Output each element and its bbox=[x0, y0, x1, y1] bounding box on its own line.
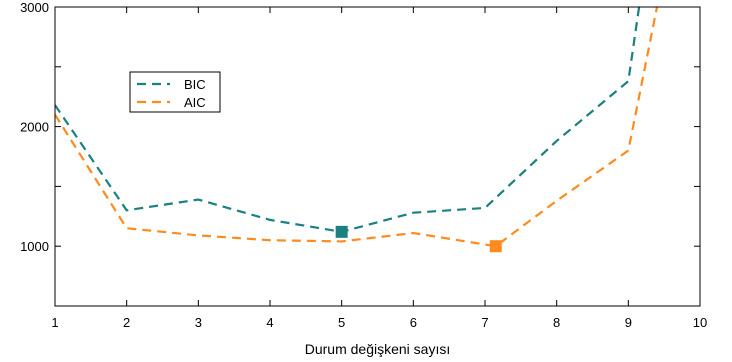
series-line-aic bbox=[55, 7, 659, 248]
series-lines bbox=[55, 7, 659, 253]
legend: BIC AIC bbox=[129, 71, 221, 113]
x-tick-label: 5 bbox=[338, 315, 345, 330]
y-tick-label: 1000 bbox=[20, 239, 49, 254]
plot-frame bbox=[54, 6, 701, 307]
x-tick-label: 10 bbox=[693, 315, 707, 330]
legend-label-aic: AIC bbox=[184, 95, 206, 110]
tick-marks bbox=[54, 6, 701, 307]
legend-label-bic: BIC bbox=[184, 77, 206, 92]
x-tick-label: 2 bbox=[123, 315, 130, 330]
x-tick-label: 1 bbox=[51, 315, 58, 330]
y-tick-label: 2000 bbox=[20, 120, 49, 135]
y-tick-labels: 1000 2000 3000 bbox=[20, 0, 49, 254]
optimum-marker-aic bbox=[489, 240, 502, 253]
x-tick-label: 9 bbox=[625, 315, 632, 330]
series-line-bic bbox=[55, 7, 641, 233]
x-tick-label: 8 bbox=[553, 315, 560, 330]
x-tick-label: 3 bbox=[195, 315, 202, 330]
legend-box bbox=[129, 71, 221, 113]
x-tick-label: 6 bbox=[410, 315, 417, 330]
x-tick-label: 7 bbox=[481, 315, 488, 330]
x-tick-label: 4 bbox=[266, 315, 273, 330]
optimum-marker-bic bbox=[335, 225, 348, 238]
y-tick-label: 3000 bbox=[20, 0, 49, 15]
x-axis-title: Durum değişkeni sayısı bbox=[305, 341, 451, 357]
x-tick-labels: 1 2 3 4 5 6 7 8 9 10 bbox=[51, 315, 707, 330]
